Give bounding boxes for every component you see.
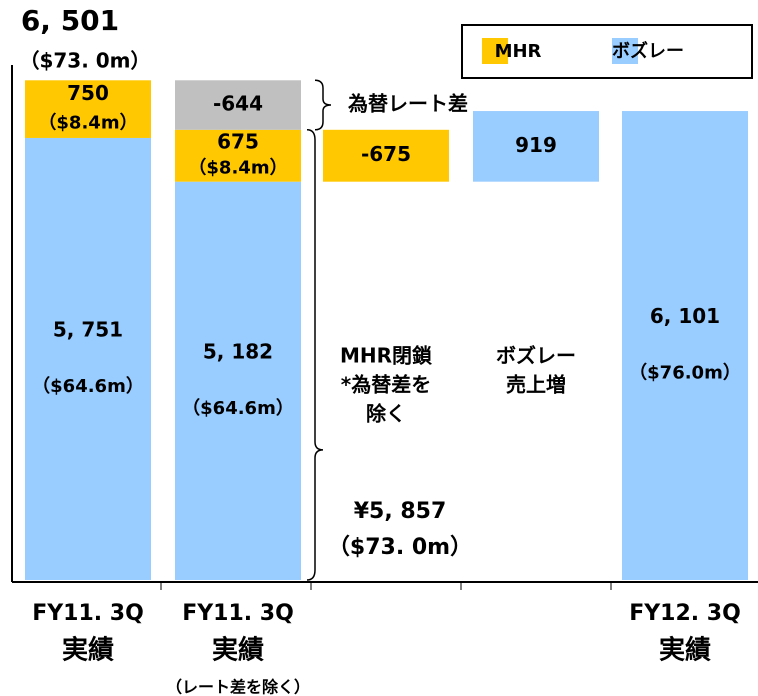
value-label: 675 <box>217 129 259 153</box>
legend-swatch <box>482 38 508 64</box>
annotation: （$73. 0m） <box>19 49 150 73</box>
category-label: 除く <box>366 402 406 426</box>
bar-segment <box>622 111 748 580</box>
bar-segment <box>323 129 449 182</box>
bar-segment <box>175 181 301 581</box>
value-label: 5, 182 <box>203 339 273 363</box>
legend-label: MHR <box>495 41 542 62</box>
brace <box>314 79 332 131</box>
category-label: 実績 <box>62 635 114 666</box>
value-label: 6, 101 <box>650 304 720 328</box>
value-sub-label: （$76.0m） <box>629 363 741 384</box>
category-label: *為替差を <box>341 373 431 397</box>
value-label: -644 <box>213 92 263 116</box>
value-sub-label: （$64.6m） <box>32 376 144 397</box>
category-label: ボズレー <box>496 344 576 368</box>
annotation: （$73. 0m） <box>328 535 472 560</box>
category-label: FY12. 3Q <box>629 601 741 626</box>
bar-segment <box>473 111 599 182</box>
legend-label: ボズレー <box>612 40 684 62</box>
brace <box>306 129 324 581</box>
category-label: FY11. 3Q <box>32 601 144 626</box>
category-label: （レート差を除く） <box>166 678 310 696</box>
bar-segment <box>175 80 301 130</box>
rate-difference-label: 為替レート差 <box>348 92 468 116</box>
value-label: -675 <box>361 142 411 166</box>
category-label: 実績 <box>659 635 711 666</box>
value-sub-label: （$8.4m） <box>188 158 287 179</box>
value-label: 5, 751 <box>53 317 123 341</box>
legend-swatch <box>612 38 638 64</box>
bar-segment <box>25 80 151 138</box>
legend-box <box>461 24 753 79</box>
value-label: 919 <box>515 133 557 157</box>
category-label: 実績 <box>212 635 264 666</box>
category-label: MHR閉鎖 <box>340 344 433 368</box>
bar-segment <box>175 129 301 182</box>
value-label: 750 <box>67 81 109 105</box>
annotation: ¥5, 857 <box>354 499 447 524</box>
bar-segment <box>25 137 151 580</box>
annotation: 6, 501 <box>21 4 119 37</box>
value-sub-label: （$64.6m） <box>182 398 294 419</box>
value-sub-label: （$8.4m） <box>38 113 137 134</box>
category-label: 売上増 <box>506 373 566 397</box>
category-label: FY11. 3Q <box>182 601 294 626</box>
